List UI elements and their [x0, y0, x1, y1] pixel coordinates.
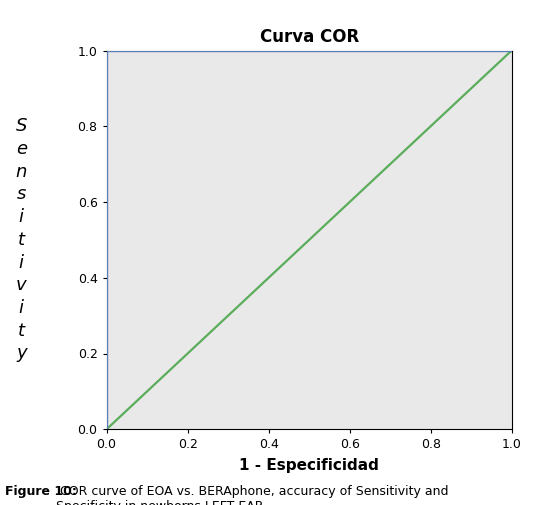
Text: i: i [19, 254, 24, 272]
X-axis label: 1 - Especificidad: 1 - Especificidad [239, 458, 379, 473]
Text: n: n [15, 163, 27, 181]
Text: s: s [17, 185, 26, 204]
Title: Curva COR: Curva COR [260, 28, 359, 46]
Text: t: t [18, 322, 25, 340]
Text: i: i [19, 208, 24, 226]
Text: S: S [15, 117, 27, 135]
Text: v: v [16, 276, 27, 294]
Text: COR curve of EOA vs. BERAphone, accuracy of Sensitivity and
Specificity in newbo: COR curve of EOA vs. BERAphone, accuracy… [56, 485, 448, 505]
Text: y: y [16, 344, 27, 363]
Text: i: i [19, 299, 24, 317]
Text: t: t [18, 231, 25, 249]
Text: e: e [16, 140, 27, 158]
Text: Figure 10:: Figure 10: [5, 485, 77, 498]
